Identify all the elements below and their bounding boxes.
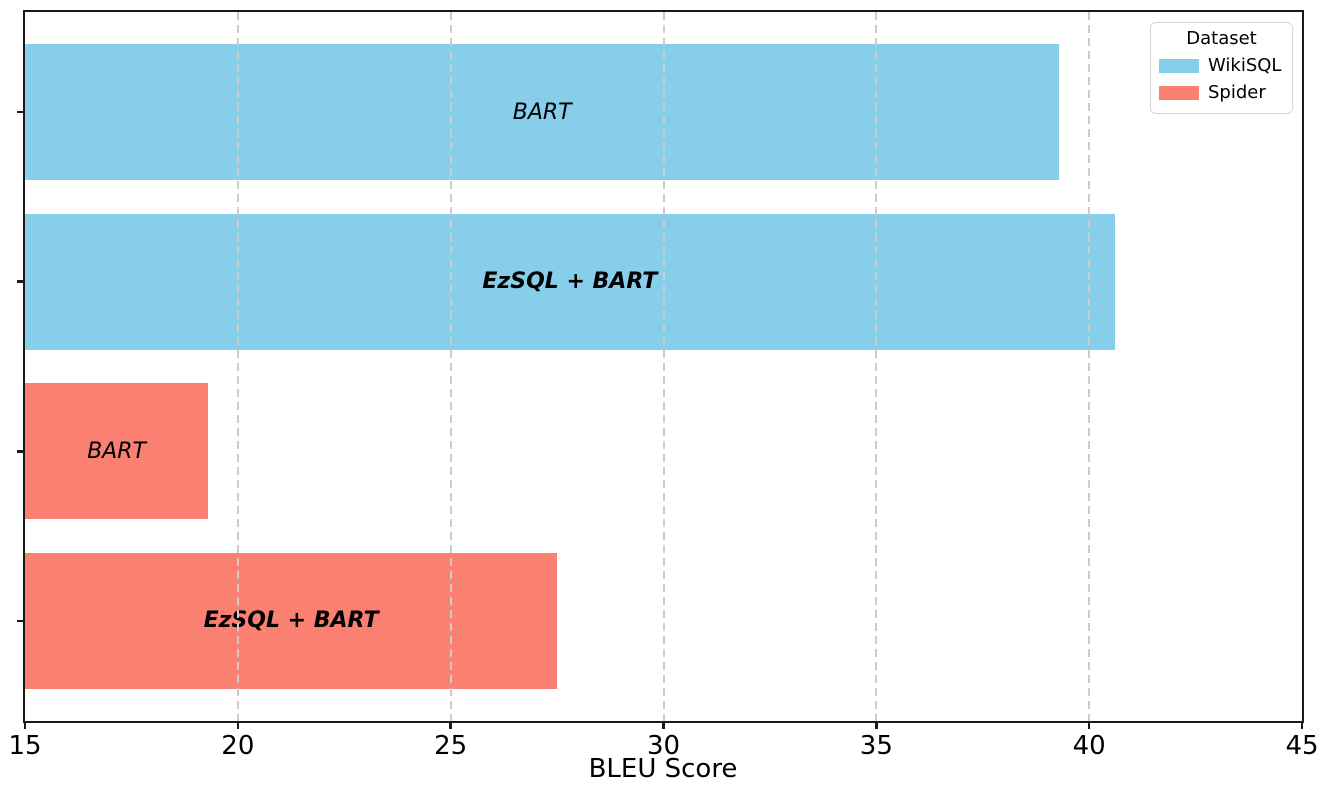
y-tick-mark xyxy=(17,450,25,453)
x-tick-mark xyxy=(1300,721,1304,729)
bar-label-bart: BART xyxy=(512,99,572,125)
x-tick-mark xyxy=(875,721,878,729)
x-tick-mark xyxy=(449,721,452,729)
gridline-40 xyxy=(1088,12,1091,721)
spider-color-swatch xyxy=(1159,85,1199,100)
gridline-25 xyxy=(449,12,452,721)
bar-wikisql-ezsql-bart: EzSQL + BART xyxy=(25,213,1115,350)
legend-title: Dataset xyxy=(1186,28,1257,49)
bar-label-ezsql-bart: EzSQL + BART xyxy=(203,608,379,634)
legend: Dataset WikiSQL Spider xyxy=(1150,22,1293,114)
x-tick-mark xyxy=(1087,721,1091,729)
gridline-20 xyxy=(236,12,239,721)
y-tick-mark xyxy=(17,619,25,623)
x-tick-label-30: 30 xyxy=(646,731,681,761)
legend-label-wikisql: WikiSQL xyxy=(1208,55,1282,76)
x-tick-mark xyxy=(23,721,27,729)
y-tick-mark xyxy=(17,110,25,114)
x-tick-label-40: 40 xyxy=(1072,731,1106,761)
x-axis-label: BLEU Score xyxy=(588,754,738,784)
x-tick-mark xyxy=(662,721,665,729)
plot-area: BART EzSQL + BART BART EzSQL + BART xyxy=(23,10,1304,723)
x-tick-label-20: 20 xyxy=(221,731,255,761)
legend-label-spider: Spider xyxy=(1208,82,1266,103)
bar-spider-bart: BART xyxy=(25,383,209,520)
bar-label-ezsql-bart: EzSQL + BART xyxy=(482,269,658,295)
x-tick-label-15: 15 xyxy=(8,731,42,761)
x-tick-label-25: 25 xyxy=(434,731,468,761)
bar-wikisql-bart: BART xyxy=(25,44,1060,180)
bar-spider-ezsql-bart: EzSQL + BART xyxy=(25,553,558,689)
x-tick-label-35: 35 xyxy=(859,731,893,761)
legend-item-spider: Spider xyxy=(1159,79,1284,106)
gridline-30 xyxy=(662,12,665,721)
wikisql-color-swatch xyxy=(1159,58,1199,73)
legend-item-wikisql: WikiSQL xyxy=(1159,52,1284,79)
x-tick-label-45: 45 xyxy=(1285,731,1319,761)
gridline-35 xyxy=(875,12,878,721)
y-tick-mark xyxy=(17,280,25,283)
x-tick-mark xyxy=(236,721,240,729)
bar-label-bart: BART xyxy=(87,438,146,464)
